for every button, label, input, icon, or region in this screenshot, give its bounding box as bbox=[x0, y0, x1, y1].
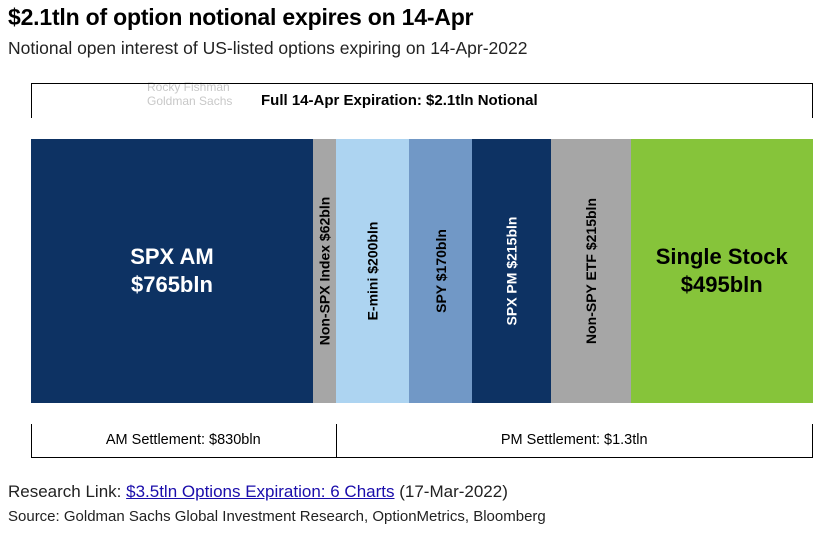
settlement-label: PM Settlement: $1.3tln bbox=[500, 432, 648, 448]
bar-label: SPY $170bln bbox=[432, 229, 449, 313]
bar-segment-single-stock: Single Stock $495bln bbox=[630, 139, 813, 403]
bar-label: Single Stock $495bln bbox=[655, 244, 788, 297]
bar-label: SPX AM $765bln bbox=[130, 244, 214, 297]
research-date: (17-Mar-2022) bbox=[394, 482, 508, 501]
research-prefix: Research Link: bbox=[8, 482, 127, 501]
bar-label: Non-SPX Index $62bln bbox=[316, 196, 333, 346]
bar-segment-spx-am: SPX AM $765bln bbox=[31, 139, 313, 403]
bar-label: E-mini $200bln bbox=[364, 221, 381, 321]
stacked-bar: SPX AM $765bln Non-SPX Index $62bln E-mini … bbox=[31, 139, 813, 403]
chart-subtitle: Notional open interest of US-listed opti… bbox=[8, 38, 528, 58]
research-line: Research Link: $3.5tln Options Expiratio… bbox=[8, 482, 508, 502]
bar-label: SPX PM $215bln bbox=[503, 216, 520, 326]
settlement-bracket bbox=[31, 424, 336, 458]
settlement-bracket bbox=[335, 424, 813, 458]
bar-segment-e-mini: E-mini $200bln bbox=[335, 139, 410, 403]
total-bracket bbox=[31, 83, 813, 118]
source-note: Source: Goldman Sachs Global Investment … bbox=[8, 508, 546, 525]
chart-title: $2.1tln of option notional expires on 14… bbox=[8, 4, 474, 30]
settlement-label: AM Settlement: $830bln bbox=[105, 432, 261, 448]
bar-label: Non-SPY ETF $215bln bbox=[582, 198, 599, 344]
bar-segment-spx-pm: SPX PM $215bln bbox=[472, 139, 552, 403]
bar-segment-spy: SPY $170bln bbox=[409, 139, 473, 403]
watermark-firm: Goldman Sachs bbox=[147, 94, 233, 108]
total-label: Full 14-Apr Expiration: $2.1tln Notional bbox=[261, 92, 538, 109]
bar-segment-non-spy-etf: Non-SPY ETF $215bln bbox=[551, 139, 631, 403]
research-link[interactable]: $3.5tln Options Expiration: 6 Charts bbox=[126, 482, 395, 501]
bar-segment-non-spx-index: Non-SPX Index $62bln bbox=[312, 139, 336, 403]
